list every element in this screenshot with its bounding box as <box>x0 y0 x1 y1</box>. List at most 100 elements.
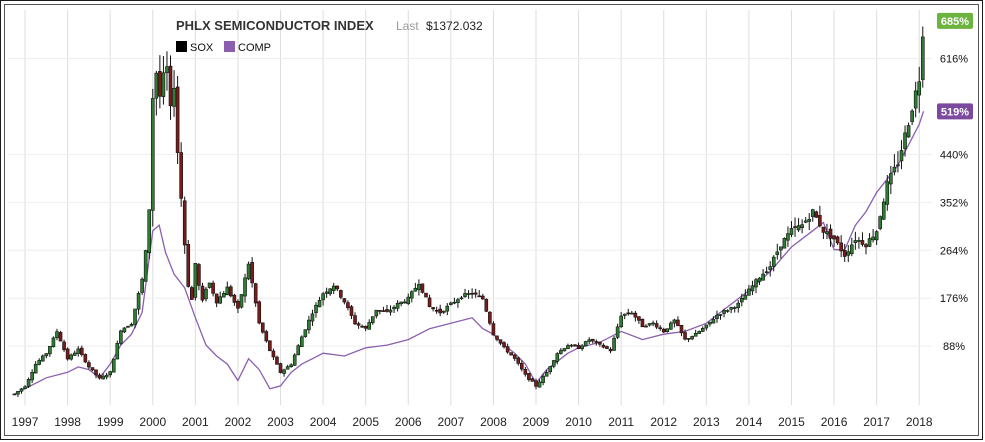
sox-candle-body <box>58 332 63 342</box>
chart-title: PHLX SEMICONDUCTOR INDEX <box>176 18 374 33</box>
sox-candle-body <box>420 283 425 293</box>
sox-candle-body <box>26 379 31 387</box>
sox-candle-body <box>750 285 755 292</box>
sox-candle-body <box>480 295 485 300</box>
sox-candle-body <box>310 313 315 322</box>
sox-candle-body <box>101 375 105 380</box>
sox-candle-body <box>427 297 432 308</box>
sox-candle-body <box>19 388 24 392</box>
x-tick-label: 2001 <box>182 415 209 429</box>
sox-candle-body <box>555 353 560 362</box>
sox-candle-body <box>757 277 762 282</box>
sox-candle-body <box>903 132 907 149</box>
sox-candle-body <box>644 325 648 328</box>
sox-candle-body <box>587 339 592 342</box>
x-tick-label: 2011 <box>608 415 634 429</box>
sox-candle-body <box>72 352 77 356</box>
y-tick-label: 264% <box>940 245 968 257</box>
y-tick-label: 616% <box>940 53 968 65</box>
y-tick-label: 440% <box>940 149 968 161</box>
sox-candle-body <box>505 346 510 353</box>
sox-candle-body <box>697 331 702 334</box>
x-tick-label: 1998 <box>54 415 81 429</box>
sox-candle-body <box>661 328 666 333</box>
sox-candle-body <box>378 310 382 312</box>
sox-candle-body <box>782 238 787 249</box>
sox-candle-body <box>363 325 368 329</box>
sox-candle-body <box>367 322 372 330</box>
sox-candle-body <box>37 360 42 365</box>
sox-candle-body <box>285 366 290 370</box>
sox-candle-body <box>48 345 52 355</box>
sox-candle-body <box>328 288 332 295</box>
sox-candle-body <box>129 324 134 327</box>
y-tick-label: 352% <box>940 197 968 209</box>
x-tick-label: 2018 <box>906 415 933 429</box>
last-value-badges: 685% 519% <box>937 12 973 120</box>
sox-candle-body <box>594 341 599 343</box>
x-tick-label: 2004 <box>310 415 337 429</box>
sox-candle-body <box>434 309 439 312</box>
sox-candle-body <box>303 329 308 337</box>
sox-candle-body <box>878 216 882 229</box>
sox-candle-body <box>612 337 616 351</box>
sox-candle-body <box>87 362 91 368</box>
sox-candle-body <box>168 65 173 107</box>
sox-candle-body <box>608 348 613 352</box>
sox-candle-body <box>30 371 34 381</box>
sox-candle-body <box>126 326 130 328</box>
sox-candle-body <box>12 393 17 396</box>
sox-candle-body <box>175 86 180 153</box>
sox-candle-body <box>562 348 567 352</box>
sox-candle-body <box>271 350 276 358</box>
sox-candle-body <box>803 220 808 223</box>
sox-candle-body <box>385 309 389 312</box>
sox-candle-body <box>793 226 797 228</box>
x-tick-label: 2014 <box>736 415 763 429</box>
x-tick-label: 2017 <box>863 415 890 429</box>
sox-candle-body <box>860 240 865 245</box>
sox-candle-body <box>236 300 240 309</box>
sox-candle-body <box>339 290 343 298</box>
sox-candle-body <box>342 298 347 303</box>
sox-candle-body <box>711 319 716 324</box>
x-tick-label: 2002 <box>225 415 252 429</box>
sox-candle-body <box>172 87 176 107</box>
sox-candle-body <box>360 325 364 328</box>
sox-candle-body <box>264 331 269 342</box>
sox-candle-body <box>424 292 428 298</box>
sox-candle-body <box>243 277 247 297</box>
sox-candle-body <box>669 322 673 330</box>
sox-candle-body <box>892 166 897 173</box>
sox-candle-body <box>225 286 230 296</box>
sox-candle-body <box>708 321 712 325</box>
sox-candle-body <box>381 310 386 312</box>
x-tick-label: 2003 <box>267 415 294 429</box>
sox-candle-body <box>605 346 609 349</box>
chart-inner-border <box>4 4 979 436</box>
sox-candle-body <box>253 283 258 304</box>
sox-candle-body <box>566 345 570 350</box>
sox-candle-body <box>317 300 322 308</box>
x-tick-label: 2013 <box>693 415 720 429</box>
sox-candle-body <box>83 354 88 363</box>
sox-candle-body <box>356 323 361 326</box>
sox-candle-body <box>910 110 914 122</box>
sox-candle-body <box>484 299 489 312</box>
sox-candle-body <box>314 304 318 314</box>
sox-candle-body <box>40 355 45 362</box>
x-tick-label: 2009 <box>523 415 550 429</box>
sox-candle-body <box>796 225 801 231</box>
sox-candle-body <box>828 228 833 239</box>
y-axis-ticks: 88% 176% 264% 352% 440% 616% <box>940 53 968 353</box>
sox-candle-body <box>920 36 925 80</box>
sox-candle-body <box>463 293 467 297</box>
sox-candle-body <box>850 244 854 255</box>
sox-candle-body <box>672 319 677 324</box>
sox-candle-body <box>76 348 81 354</box>
sox-candle-body <box>154 72 159 99</box>
sox-candle-body <box>16 391 20 395</box>
sox-candle-body <box>807 218 812 222</box>
sox-candle-body <box>576 344 581 349</box>
